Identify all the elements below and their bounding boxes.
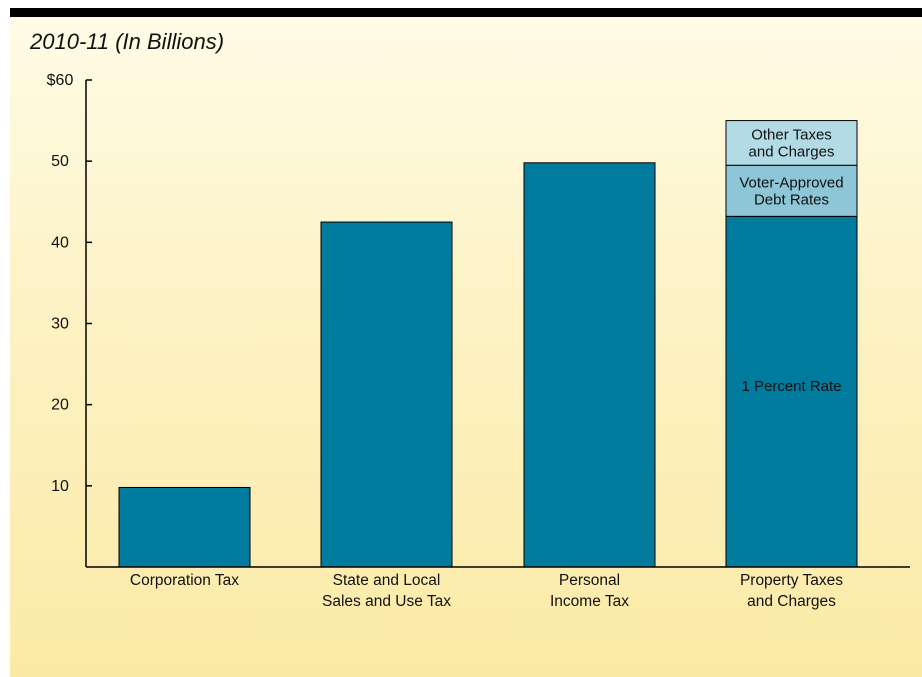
x-category-label-line: Property Taxes [739, 572, 844, 589]
segment-label-2-line-2: Debt Rates [754, 191, 829, 208]
y-tick-label-10: 10 [51, 478, 69, 495]
bar-1-segment-1 [118, 486, 251, 568]
segment-label-3-line-1: Other Taxes [751, 126, 832, 143]
x-category-label-line: Corporation Tax [129, 572, 240, 589]
bar-4-segment-1 [725, 215, 858, 568]
x-category-label-line: Personal [558, 572, 621, 589]
x-category-label-4: Property Taxes and Charges [707, 570, 877, 612]
x-category-label-line: State and Local [332, 572, 441, 589]
bar-2-segment-1 [320, 221, 453, 568]
chart-subtitle: 2010-11 (In Billions) [30, 29, 225, 54]
x-category-label-line: Income Tax [550, 593, 629, 610]
y-tick-label-50: 50 [51, 153, 69, 170]
segment-label-1-line-1: 1 Percent Rate [741, 378, 841, 395]
top-border-bar [10, 8, 922, 17]
y-tick-label-20: 20 [51, 397, 69, 414]
x-category-label-3: Personal Income Tax [505, 570, 675, 612]
x-category-label-line: Sales and Use Tax [322, 593, 451, 610]
x-category-label-2: State and Local Sales and Use Tax [302, 570, 472, 612]
bar-4-segment-2 [725, 164, 858, 217]
x-category-label-line: and Charges [747, 593, 836, 610]
bar-3-segment-1 [523, 162, 656, 568]
segment-label-3-line-2: and Charges [749, 143, 835, 160]
x-category-label-1: Corporation Tax [100, 570, 270, 591]
y-tick-label-40: 40 [51, 234, 69, 251]
bar-4-segment-3 [725, 120, 858, 166]
y-tick-label-60: $60 [47, 72, 74, 89]
y-tick-label-30: 30 [51, 316, 69, 333]
segment-label-2-line-1: Voter-Approved [739, 174, 843, 191]
